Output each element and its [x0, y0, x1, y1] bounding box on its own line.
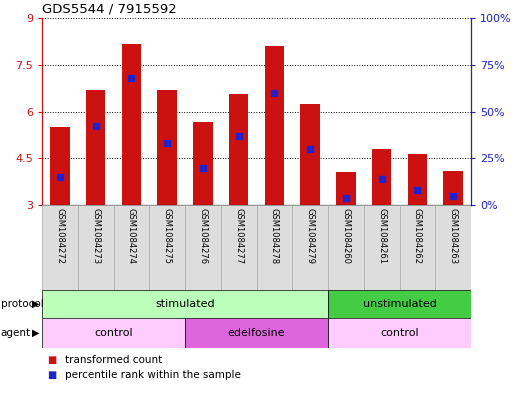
Text: GDS5544 / 7915592: GDS5544 / 7915592 — [42, 2, 177, 15]
Text: GSM1084277: GSM1084277 — [234, 208, 243, 264]
Bar — [157, 90, 177, 205]
Bar — [78, 205, 113, 290]
Text: GSM1084279: GSM1084279 — [306, 208, 314, 264]
Bar — [265, 46, 284, 205]
Text: transformed count: transformed count — [65, 355, 162, 365]
Text: ▶: ▶ — [32, 299, 40, 309]
Text: unstimulated: unstimulated — [363, 299, 437, 309]
Text: stimulated: stimulated — [155, 299, 215, 309]
Text: GSM1084262: GSM1084262 — [413, 208, 422, 264]
Text: GSM1084274: GSM1084274 — [127, 208, 136, 264]
Bar — [185, 318, 328, 348]
Bar — [229, 94, 248, 205]
Bar — [364, 205, 400, 290]
Text: control: control — [380, 328, 419, 338]
Text: GSM1084273: GSM1084273 — [91, 208, 100, 264]
Text: edelfosine: edelfosine — [228, 328, 285, 338]
Bar — [292, 205, 328, 290]
Bar — [300, 104, 320, 205]
Bar — [221, 205, 256, 290]
Text: GSM1084261: GSM1084261 — [377, 208, 386, 264]
Point — [91, 123, 100, 130]
Bar — [443, 171, 463, 205]
Text: control: control — [94, 328, 133, 338]
Text: ■: ■ — [47, 355, 56, 365]
Bar — [328, 205, 364, 290]
Point — [270, 90, 279, 96]
Bar — [400, 205, 435, 290]
Bar — [193, 122, 213, 205]
Bar — [50, 127, 70, 205]
Bar — [113, 205, 149, 290]
Bar — [86, 90, 106, 205]
Bar — [185, 205, 221, 290]
Bar — [336, 172, 356, 205]
Text: GSM1084272: GSM1084272 — [55, 208, 64, 264]
Bar — [328, 318, 471, 348]
Point — [449, 193, 457, 199]
Text: GSM1084275: GSM1084275 — [163, 208, 172, 264]
Point — [234, 133, 243, 139]
Point — [127, 75, 135, 81]
Point — [56, 174, 64, 180]
Bar — [328, 290, 471, 318]
Point — [342, 195, 350, 201]
Bar — [42, 290, 328, 318]
Text: GSM1084276: GSM1084276 — [199, 208, 207, 264]
Text: GSM1084260: GSM1084260 — [341, 208, 350, 264]
Bar — [435, 205, 471, 290]
Point — [199, 164, 207, 171]
Text: GSM1084263: GSM1084263 — [449, 208, 458, 264]
Text: agent: agent — [1, 328, 31, 338]
Text: ■: ■ — [47, 370, 56, 380]
Bar — [42, 205, 78, 290]
Point — [378, 176, 386, 182]
Text: percentile rank within the sample: percentile rank within the sample — [65, 370, 241, 380]
Point — [306, 146, 314, 152]
Text: ▶: ▶ — [32, 328, 40, 338]
Text: protocol: protocol — [1, 299, 43, 309]
Text: GSM1084278: GSM1084278 — [270, 208, 279, 264]
Bar — [42, 318, 185, 348]
Bar — [407, 154, 427, 205]
Bar — [256, 205, 292, 290]
Point — [163, 140, 171, 147]
Bar — [149, 205, 185, 290]
Point — [413, 187, 422, 193]
Bar — [372, 149, 391, 205]
Bar — [122, 44, 141, 205]
